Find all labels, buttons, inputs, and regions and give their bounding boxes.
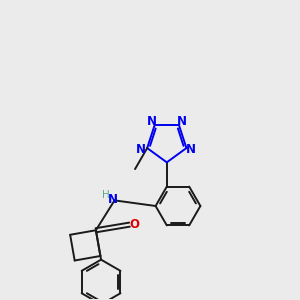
Text: N: N xyxy=(177,115,187,128)
Text: N: N xyxy=(108,193,118,206)
Text: N: N xyxy=(147,115,157,128)
Text: N: N xyxy=(135,143,146,156)
Text: N: N xyxy=(186,143,196,156)
Text: O: O xyxy=(129,218,139,231)
Text: H: H xyxy=(103,190,110,200)
